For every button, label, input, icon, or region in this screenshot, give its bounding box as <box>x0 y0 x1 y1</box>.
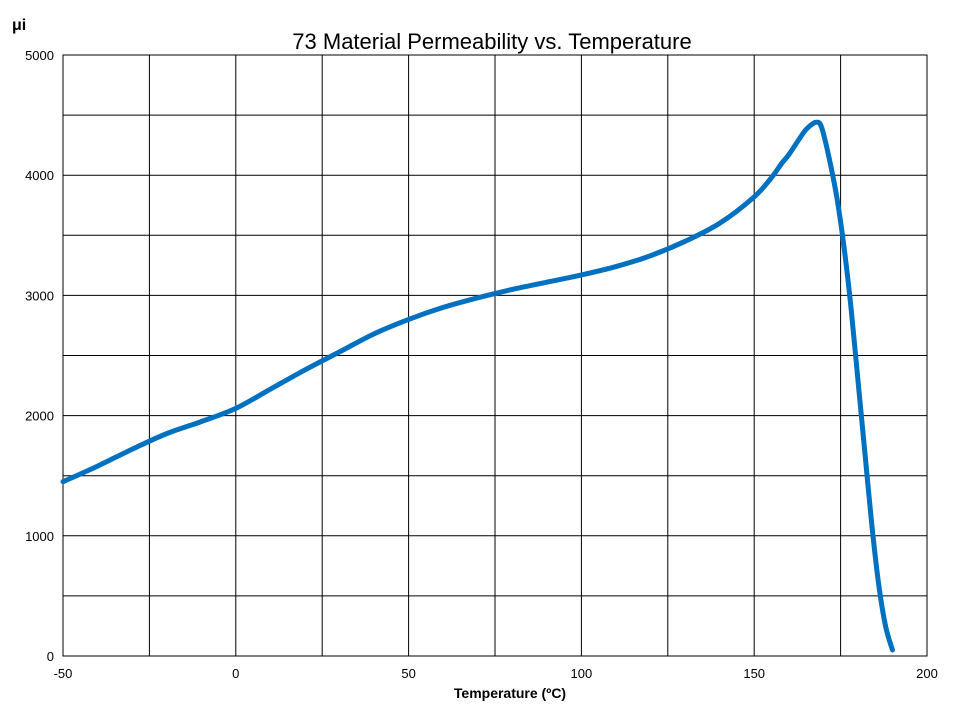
x-tick-label: -50 <box>54 666 73 681</box>
y-axis-label: μi <box>12 17 26 34</box>
series-layer <box>60 119 895 653</box>
x-axis-label: Temperature (ºC) <box>454 685 566 701</box>
x-tick-label: 50 <box>401 666 415 681</box>
y-tick-label: 3000 <box>25 288 54 303</box>
y-tick-label: 5000 <box>25 48 54 63</box>
x-tick-label: 150 <box>743 666 765 681</box>
series-line <box>60 119 895 653</box>
x-tick-label: 0 <box>232 666 239 681</box>
y-tick-label: 2000 <box>25 409 54 424</box>
x-tick-label: 100 <box>571 666 593 681</box>
y-tick-label: 1000 <box>25 529 54 544</box>
y-tick-label: 0 <box>47 649 54 664</box>
x-tick-label: 200 <box>916 666 938 681</box>
y-tick-label: 4000 <box>25 168 54 183</box>
chart-title: 73 Material Permeability vs. Temperature <box>292 29 691 54</box>
